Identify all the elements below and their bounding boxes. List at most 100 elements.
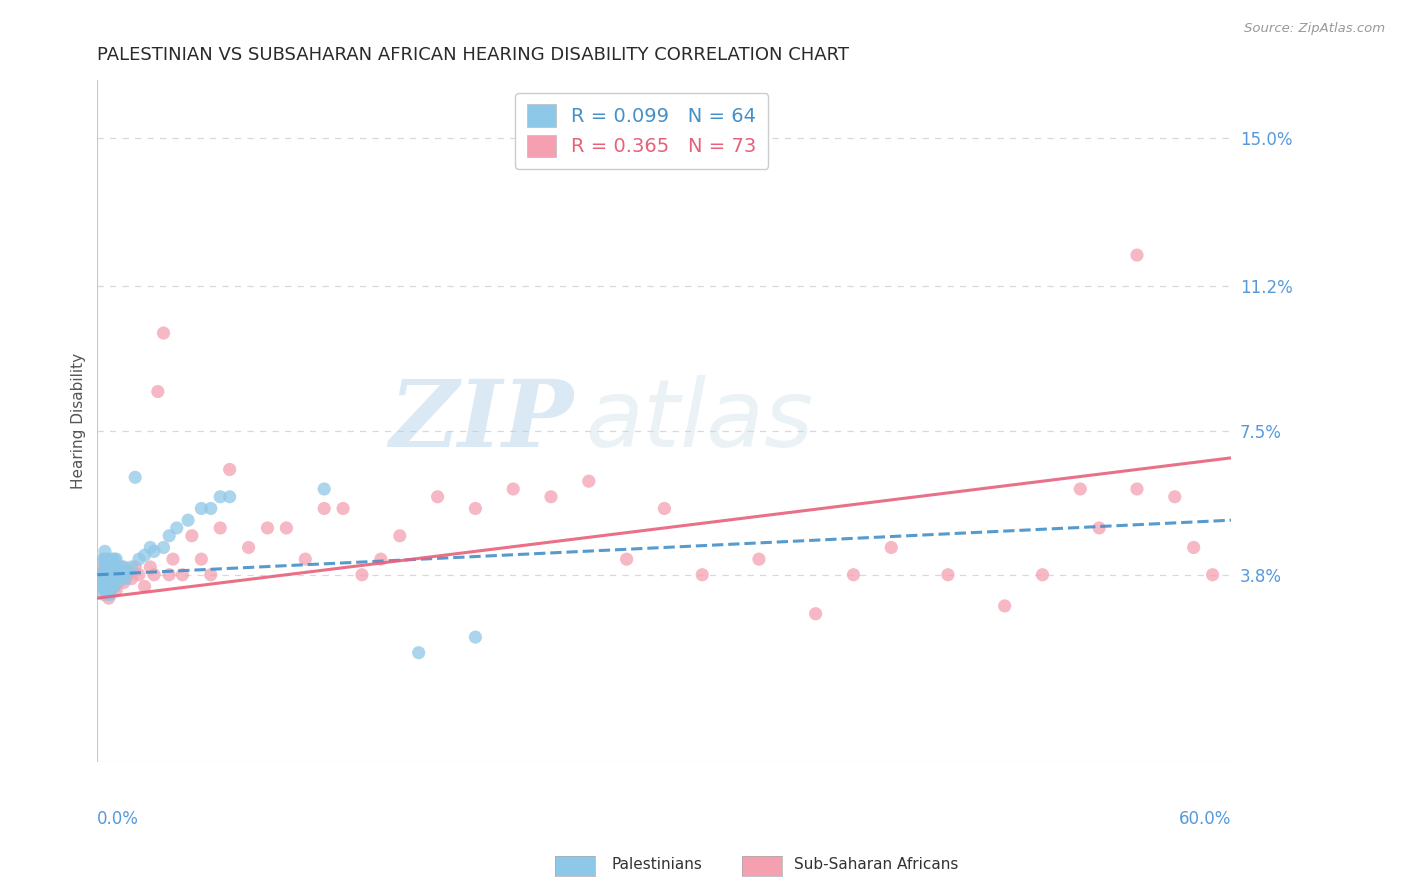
Point: [101, 552, 124, 566]
Text: PALESTINIAN VS SUBSAHARAN AFRICAN HEARING DISABILITY CORRELATION CHART: PALESTINIAN VS SUBSAHARAN AFRICAN HEARIN…: [97, 46, 849, 64]
Point: [842, 567, 865, 582]
Point: [96, 575, 118, 590]
Point: [112, 575, 135, 590]
Point: [97, 587, 120, 601]
Point: [690, 567, 713, 582]
Point: [117, 567, 139, 582]
Point: [128, 567, 150, 582]
Point: [103, 567, 125, 582]
Point: [128, 552, 150, 566]
Point: [146, 384, 169, 399]
Point: [180, 529, 202, 543]
Point: [172, 567, 194, 582]
Point: [139, 560, 162, 574]
Point: [112, 560, 135, 574]
Point: [94, 575, 117, 590]
Point: [94, 552, 117, 566]
Point: [100, 575, 122, 590]
Point: [97, 579, 120, 593]
Point: [426, 490, 449, 504]
Point: [90, 567, 112, 582]
Point: [294, 552, 316, 566]
Point: [238, 541, 260, 555]
Point: [464, 630, 486, 644]
Text: Palestinians: Palestinians: [612, 857, 703, 872]
Point: [190, 501, 212, 516]
Point: [103, 552, 125, 566]
Point: [91, 560, 114, 574]
Text: atlas: atlas: [585, 376, 813, 467]
Point: [108, 572, 131, 586]
Point: [108, 567, 131, 582]
Y-axis label: Hearing Disability: Hearing Disability: [72, 352, 86, 489]
Point: [143, 567, 166, 582]
Point: [91, 575, 114, 590]
Point: [108, 564, 131, 578]
Point: [100, 579, 122, 593]
Point: [540, 490, 562, 504]
Point: [100, 564, 122, 578]
Point: [209, 521, 232, 535]
Point: [200, 567, 222, 582]
Point: [96, 587, 118, 601]
Text: 60.0%: 60.0%: [1180, 810, 1232, 828]
Point: [152, 326, 174, 340]
Point: [1182, 541, 1205, 555]
Point: [97, 575, 120, 590]
Point: [105, 552, 128, 566]
Point: [96, 560, 118, 574]
Point: [107, 560, 129, 574]
Point: [162, 552, 184, 566]
Point: [578, 474, 600, 488]
Point: [350, 567, 373, 582]
Point: [97, 567, 120, 582]
Point: [124, 470, 146, 484]
Point: [408, 646, 430, 660]
Point: [748, 552, 770, 566]
Point: [616, 552, 638, 566]
Point: [134, 548, 156, 562]
Point: [101, 556, 124, 570]
Point: [105, 572, 128, 586]
Point: [143, 544, 166, 558]
Point: [332, 501, 354, 516]
Point: [157, 529, 180, 543]
Point: [90, 579, 112, 593]
Point: [1088, 521, 1111, 535]
Point: [1126, 248, 1149, 262]
Point: [96, 583, 118, 598]
Point: [94, 560, 117, 574]
Point: [120, 572, 142, 586]
Point: [103, 579, 125, 593]
Point: [1069, 482, 1091, 496]
Point: [166, 521, 188, 535]
Point: [114, 572, 136, 586]
Point: [101, 560, 124, 574]
Point: [190, 552, 212, 566]
Text: Sub-Saharan Africans: Sub-Saharan Africans: [794, 857, 959, 872]
Point: [804, 607, 827, 621]
Point: [97, 560, 120, 574]
Point: [96, 556, 118, 570]
Point: [103, 579, 125, 593]
Point: [1164, 490, 1187, 504]
Point: [502, 482, 524, 496]
Point: [157, 567, 180, 582]
Point: [111, 560, 134, 574]
Point: [90, 567, 112, 582]
Point: [936, 567, 959, 582]
Text: Source: ZipAtlas.com: Source: ZipAtlas.com: [1244, 22, 1385, 36]
Point: [101, 575, 124, 590]
Point: [880, 541, 903, 555]
Point: [107, 575, 129, 590]
Point: [370, 552, 392, 566]
Point: [101, 572, 124, 586]
Point: [96, 567, 118, 582]
Point: [103, 560, 125, 574]
Point: [218, 462, 240, 476]
Point: [1031, 567, 1053, 582]
Point: [654, 501, 676, 516]
Point: [96, 575, 118, 590]
Point: [256, 521, 278, 535]
Point: [200, 501, 222, 516]
